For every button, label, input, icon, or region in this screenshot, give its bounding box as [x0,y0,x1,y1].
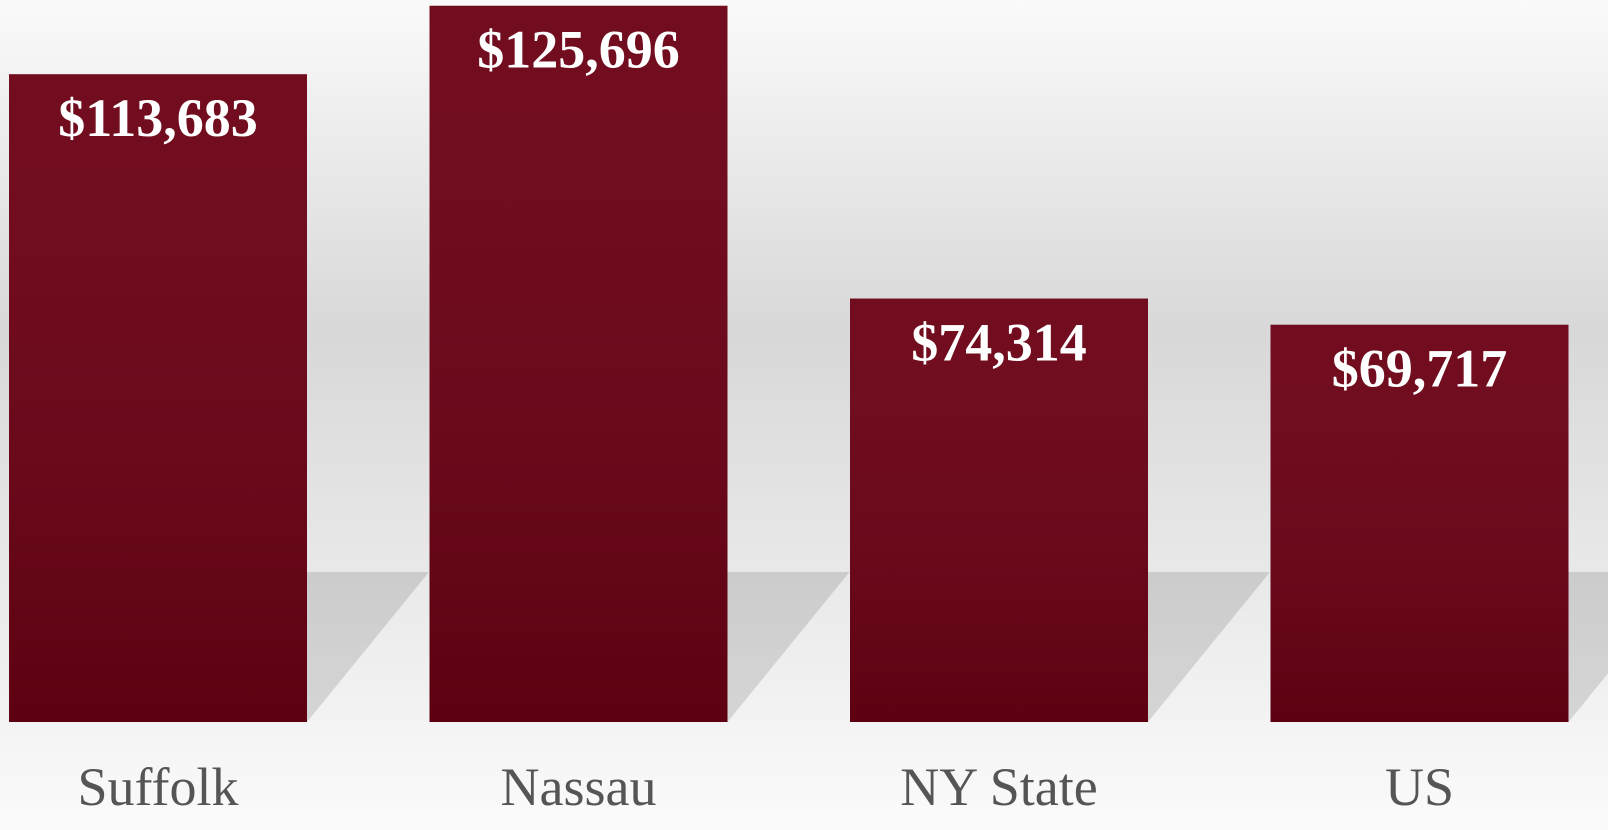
x-tick-label: NY State [900,757,1097,817]
value-label: $125,696 [477,20,680,80]
bar-shade [850,298,1148,722]
x-tick-label: Nassau [501,757,657,817]
bar-shadow [727,572,850,722]
bar-shade [1270,324,1569,722]
value-label: $74,314 [911,313,1087,373]
bar-shadow [1148,572,1270,722]
bar-shade [429,5,728,723]
bar-shade [9,74,307,722]
bar-shadow [307,572,429,722]
bar-shadow [1568,572,1608,722]
value-label: $113,683 [58,88,258,148]
x-tick-label: US [1385,757,1454,817]
x-tick-label: Suffolk [77,757,238,817]
value-label: $69,717 [1332,339,1508,399]
